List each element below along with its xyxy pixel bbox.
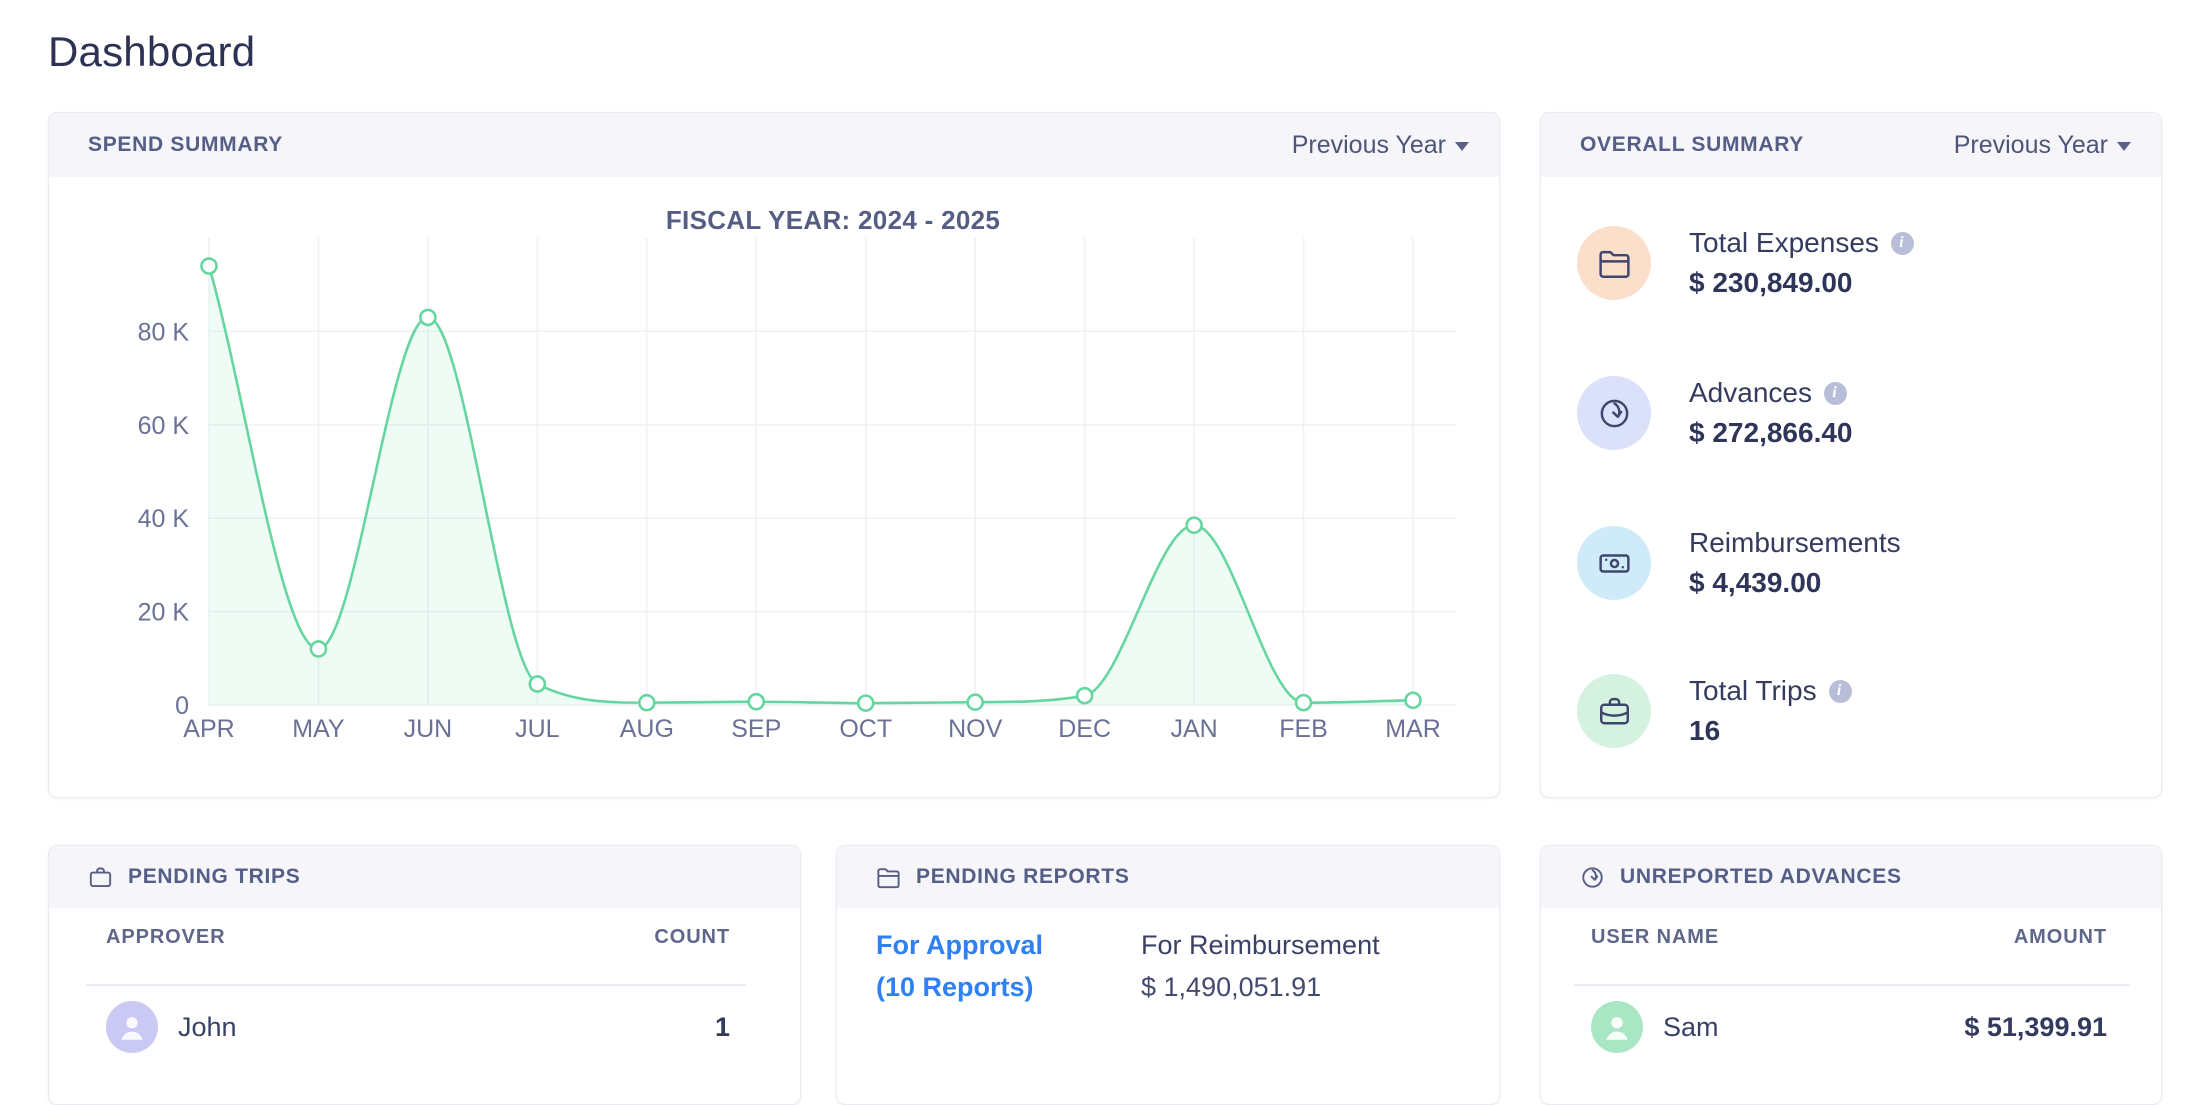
svg-text:20 K: 20 K — [138, 599, 190, 627]
info-icon[interactable]: i — [1823, 381, 1847, 405]
briefcase-icon — [87, 864, 114, 891]
unreported-advances-card: UNREPORTED ADVANCES USER NAME AMOUNT Sam… — [1540, 845, 2162, 1105]
total-trips-label: Total Trips — [1689, 675, 1817, 706]
svg-text:80 K: 80 K — [138, 318, 190, 346]
amount-column-header: AMOUNT — [2013, 926, 2107, 948]
svg-text:JAN: JAN — [1170, 715, 1217, 743]
for-reimbursement-label: For Reimbursement — [1141, 930, 1380, 960]
svg-text:FEB: FEB — [1279, 715, 1328, 743]
approver-column-header: APPROVER — [106, 926, 226, 948]
info-icon[interactable]: i — [1828, 679, 1852, 703]
overall-summary-header: OVERALL SUMMARY Previous Year — [1541, 113, 2161, 177]
divider — [86, 984, 746, 986]
advances-item: Advances i $ 272,866.40 — [1577, 376, 1853, 450]
for-reimbursement-item[interactable]: For Reimbursement $ 1,490,051.91 — [1141, 930, 1380, 1003]
pending-trips-columns: APPROVER COUNT — [49, 926, 800, 949]
for-approval-link[interactable]: For Approval (10 Reports) — [876, 930, 1043, 1003]
for-approval-count: (10 Reports) — [876, 972, 1034, 1002]
overall-period-selector[interactable]: Previous Year — [1954, 131, 2131, 160]
spend-summary-header: SPEND SUMMARY Previous Year — [49, 113, 1499, 177]
svg-text:SEP: SEP — [731, 715, 781, 743]
advances-label: Advances — [1689, 377, 1812, 408]
count-column-header: COUNT — [654, 926, 730, 948]
overall-summary-title: OVERALL SUMMARY — [1580, 133, 1805, 156]
spend-period-selector[interactable]: Previous Year — [1292, 131, 1469, 160]
trip-count: 1 — [714, 1011, 730, 1042]
svg-text:JUN: JUN — [404, 715, 453, 743]
for-reimbursement-value: $ 1,490,051.91 — [1141, 972, 1322, 1002]
total-expenses-item: Total Expenses i $ 230,849.00 — [1577, 226, 1914, 300]
total-expenses-label: Total Expenses — [1689, 227, 1879, 258]
advance-amount: $ 51,399.91 — [1964, 1011, 2107, 1042]
spend-summary-chart: 0 20 K 40 K 60 K 80 K APR MAY JUN JUL AUG SEP OCT NO… — [138, 205, 1457, 743]
svg-text:FISCAL YEAR: 2024 - 2025: FISCAL YEAR: 2024 - 2025 — [666, 205, 1000, 235]
advances-value: $ 272,866.40 — [1689, 417, 1853, 448]
reimbursements-item: Reimbursements $ 4,439.00 — [1577, 526, 1901, 600]
chevron-down-icon — [1455, 142, 1469, 151]
pending-trips-card: PENDING TRIPS APPROVER COUNT John 1 — [48, 845, 801, 1105]
spend-summary-card: SPEND SUMMARY Previous Year 0 20 K 40 K 60 … — [48, 112, 1500, 798]
pending-trips-title: PENDING TRIPS — [128, 865, 301, 888]
svg-text:NOV: NOV — [948, 715, 1003, 743]
approver-name: John — [178, 1011, 237, 1042]
reimbursements-value: $ 4,439.00 — [1689, 567, 1822, 598]
for-approval-label: For Approval — [876, 930, 1044, 960]
pending-reports-title: PENDING REPORTS — [916, 865, 1130, 888]
svg-text:40 K: 40 K — [138, 505, 190, 533]
pending-reports-header: PENDING REPORTS — [837, 846, 1499, 908]
svg-text:0: 0 — [175, 692, 189, 720]
reimbursements-label: Reimbursements — [1689, 527, 1901, 558]
user-name-column-header: USER NAME — [1591, 926, 1720, 948]
divider — [1574, 984, 2129, 986]
total-trips-value: 16 — [1689, 715, 1721, 746]
overall-period-label: Previous Year — [1953, 130, 2108, 159]
page-title: Dashboard — [48, 28, 256, 75]
svg-text:60 K: 60 K — [138, 412, 190, 440]
folder-icon — [1577, 226, 1651, 300]
unreported-advances-header: UNREPORTED ADVANCES — [1541, 846, 2161, 908]
banknote-icon — [1577, 526, 1651, 600]
spend-summary-title: SPEND SUMMARY — [88, 133, 284, 156]
clock-arrow-icon — [1579, 864, 1606, 891]
svg-text:APR: APR — [183, 715, 234, 743]
avatar — [1591, 1001, 1643, 1053]
clock-arrow-icon — [1577, 376, 1651, 450]
overall-summary-card: OVERALL SUMMARY Previous Year Total Expe… — [1540, 112, 2162, 798]
svg-text:MAR: MAR — [1385, 715, 1441, 743]
total-trips-item: Total Trips i 16 — [1577, 674, 1852, 748]
total-expenses-value: $ 230,849.00 — [1689, 267, 1853, 298]
chevron-down-icon — [2117, 142, 2131, 151]
svg-text:OCT: OCT — [839, 715, 892, 743]
svg-text:MAY: MAY — [292, 715, 345, 743]
spend-period-label: Previous Year — [1291, 130, 1446, 159]
unreported-advances-columns: USER NAME AMOUNT — [1541, 926, 2161, 949]
table-row[interactable]: John 1 — [49, 1001, 800, 1053]
svg-text:DEC: DEC — [1058, 715, 1111, 743]
briefcase-icon — [1577, 674, 1651, 748]
pending-trips-header: PENDING TRIPS — [49, 846, 800, 908]
user-name: Sam — [1663, 1011, 1719, 1042]
pending-reports-card: PENDING REPORTS For Approval (10 Reports… — [836, 845, 1500, 1105]
svg-text:JUL: JUL — [515, 715, 560, 743]
info-icon[interactable]: i — [1890, 231, 1914, 255]
avatar — [106, 1001, 158, 1053]
unreported-advances-title: UNREPORTED ADVANCES — [1620, 865, 1902, 888]
svg-text:AUG: AUG — [620, 715, 674, 743]
table-row[interactable]: Sam $ 51,399.91 — [1541, 1001, 2161, 1053]
folder-icon — [875, 864, 902, 891]
